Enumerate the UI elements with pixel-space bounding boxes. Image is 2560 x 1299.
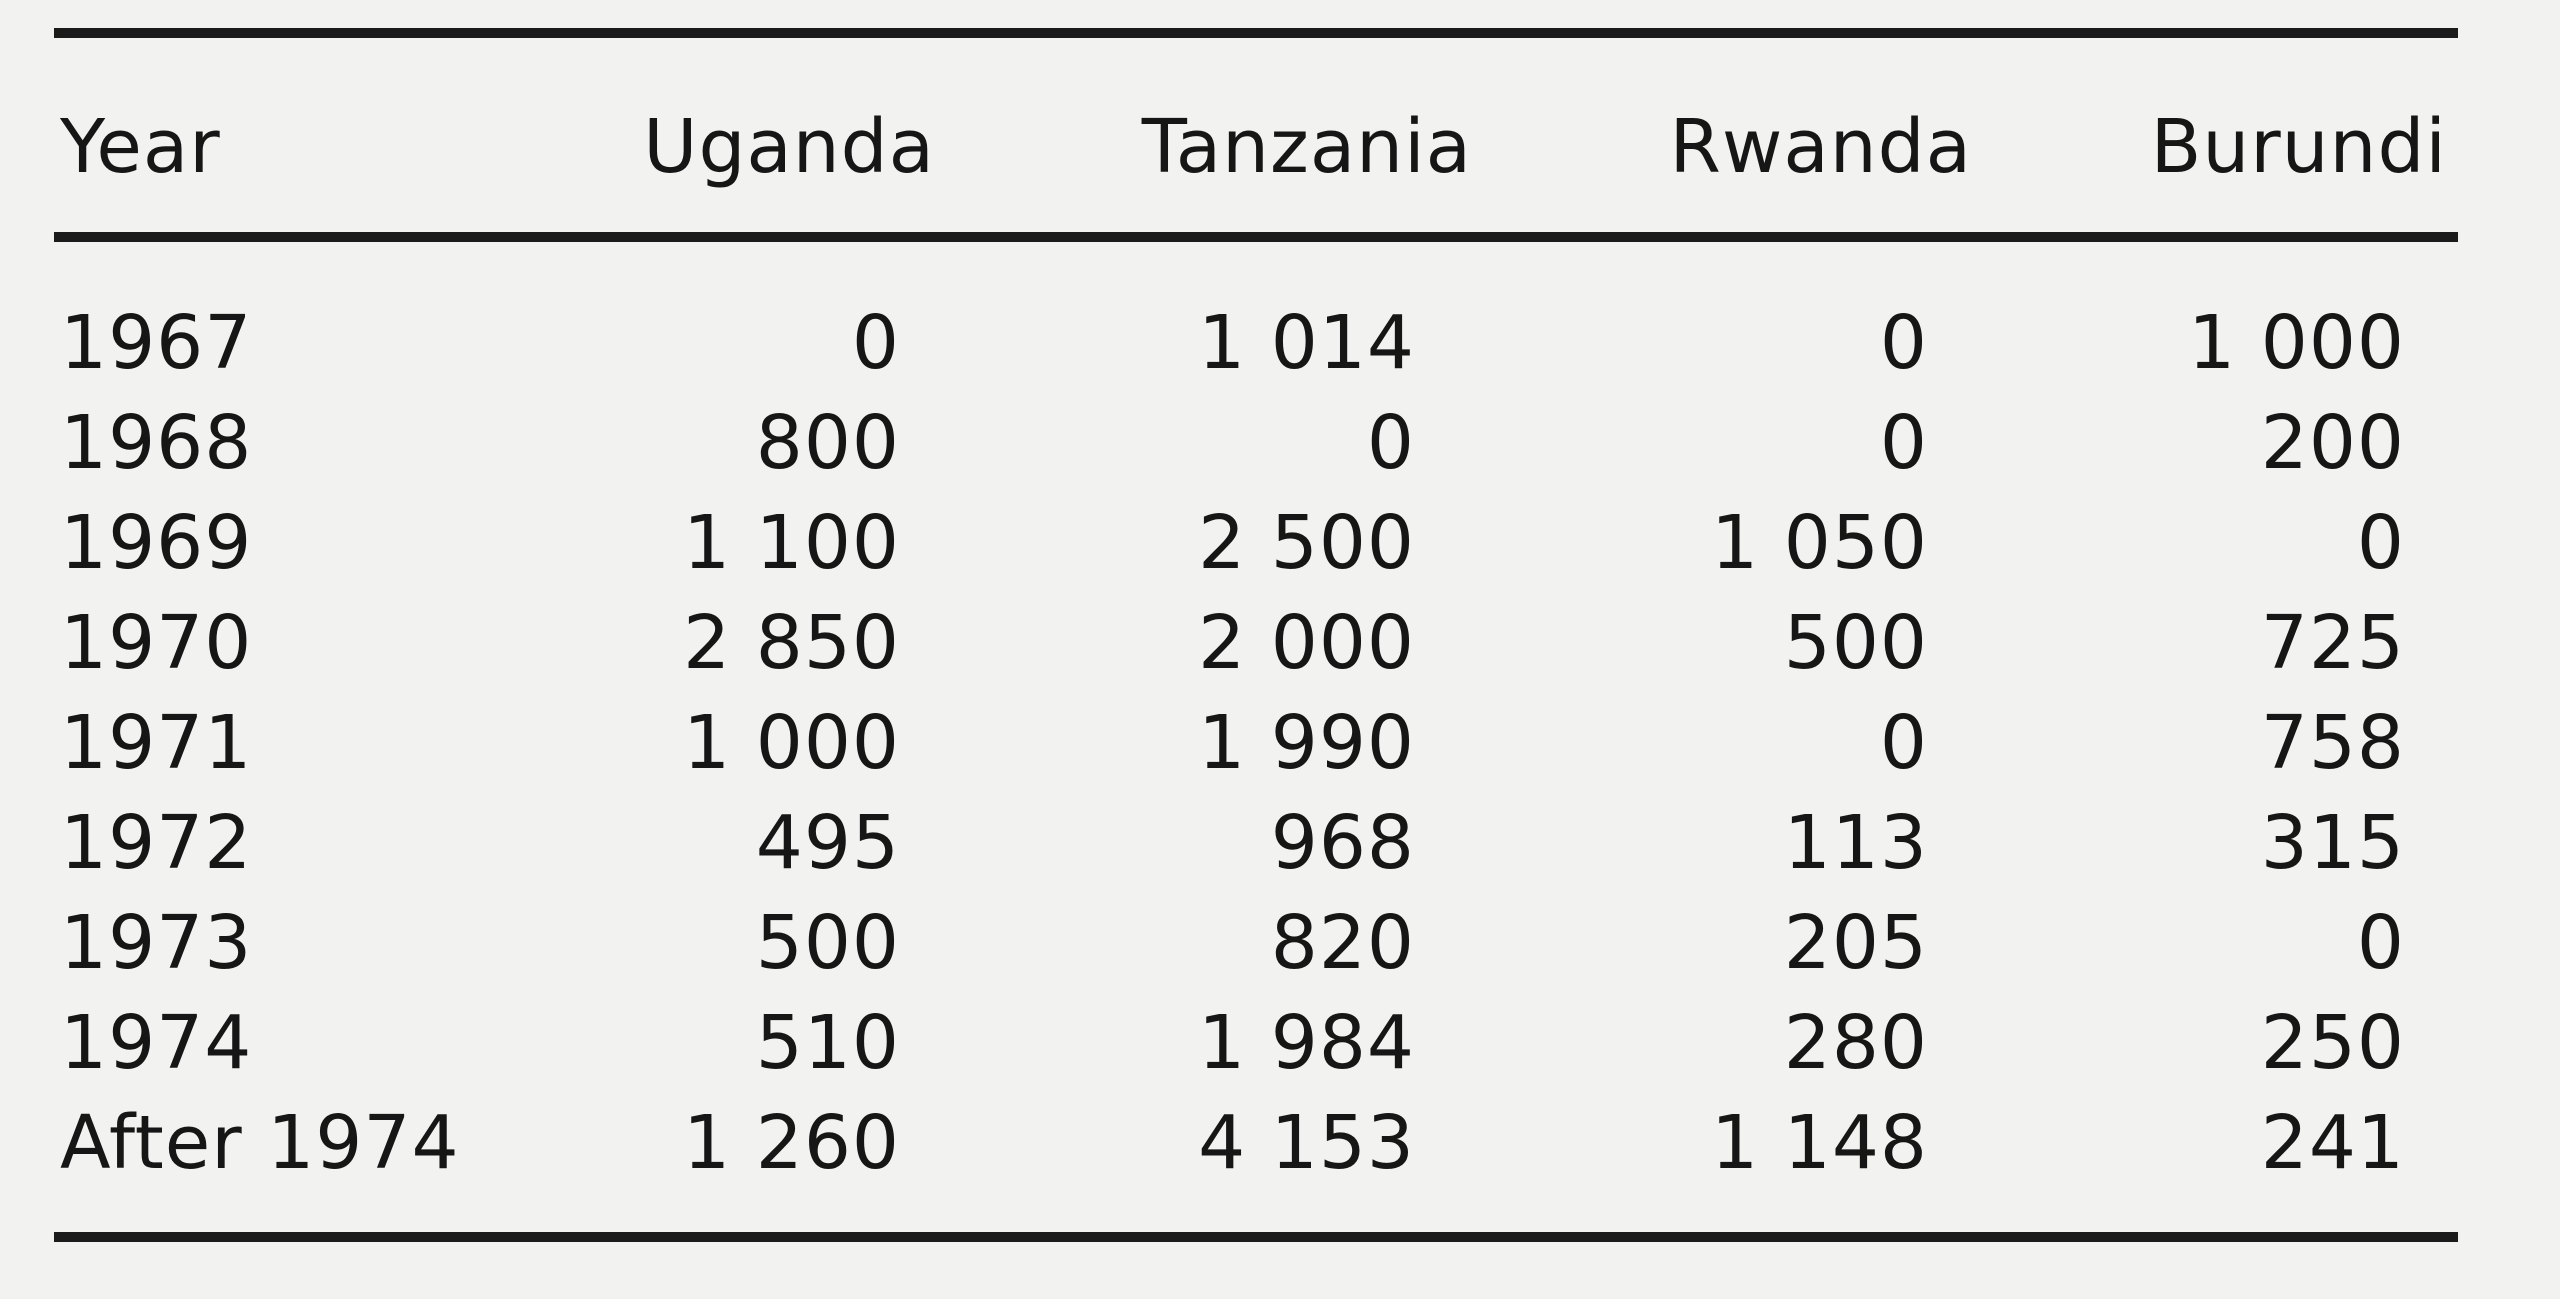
cell-year: 1971 (60, 700, 253, 786)
cell-uganda: 1 000 (683, 700, 900, 786)
cell-year: 1973 (60, 900, 253, 986)
cell-burundi: 250 (2260, 1000, 2405, 1086)
cell-tanzania: 4 153 (1198, 1100, 1415, 1186)
cell-burundi: 315 (2260, 800, 2405, 886)
cell-rwanda: 280 (1783, 1000, 1928, 1086)
cell-tanzania: 968 (1270, 800, 1415, 886)
cell-year: 1970 (60, 600, 253, 686)
cell-year: 1972 (60, 800, 253, 886)
cell-rwanda: 1 148 (1711, 1100, 1928, 1186)
cell-tanzania: 2 500 (1198, 500, 1415, 586)
cell-rwanda: 205 (1783, 900, 1928, 986)
cell-burundi: 0 (2356, 900, 2405, 986)
cell-burundi: 725 (2260, 600, 2405, 686)
cell-uganda: 510 (755, 1000, 900, 1086)
cell-burundi: 1 000 (2188, 300, 2405, 386)
cell-year: 1968 (60, 400, 253, 486)
cell-rwanda: 113 (1783, 800, 1928, 886)
cell-burundi: 0 (2356, 500, 2405, 586)
cell-year: 1969 (60, 500, 253, 586)
cell-rwanda: 1 050 (1711, 500, 1928, 586)
cell-tanzania: 1 984 (1198, 1000, 1415, 1086)
cell-burundi: 758 (2260, 700, 2405, 786)
header-rwanda: Rwanda (1669, 104, 1972, 190)
cell-tanzania: 1 014 (1198, 300, 1415, 386)
table-header-rule (54, 232, 2458, 242)
table-bottom-rule (54, 1232, 2458, 1242)
cell-uganda: 2 850 (683, 600, 900, 686)
cell-uganda: 500 (755, 900, 900, 986)
cell-rwanda: 500 (1783, 600, 1928, 686)
cell-year: After 1974 (60, 1100, 460, 1186)
cell-uganda: 1 260 (683, 1100, 900, 1186)
cell-uganda: 1 100 (683, 500, 900, 586)
header-tanzania: Tanzania (1141, 104, 1472, 190)
header-year: Year (60, 104, 221, 190)
cell-uganda: 800 (755, 400, 900, 486)
header-uganda: Uganda (643, 104, 935, 190)
cell-year: 1974 (60, 1000, 253, 1086)
cell-rwanda: 0 (1879, 400, 1928, 486)
cell-tanzania: 2 000 (1198, 600, 1415, 686)
cell-rwanda: 0 (1879, 700, 1928, 786)
cell-tanzania: 820 (1270, 900, 1415, 986)
cell-rwanda: 0 (1879, 300, 1928, 386)
table-top-rule (54, 28, 2458, 38)
header-burundi: Burundi (2150, 104, 2447, 190)
cell-year: 1967 (60, 300, 253, 386)
cell-tanzania: 1 990 (1198, 700, 1415, 786)
cell-burundi: 200 (2260, 400, 2405, 486)
cell-burundi: 241 (2260, 1100, 2405, 1186)
cell-uganda: 0 (851, 300, 900, 386)
cell-tanzania: 0 (1366, 400, 1415, 486)
cell-uganda: 495 (755, 800, 900, 886)
